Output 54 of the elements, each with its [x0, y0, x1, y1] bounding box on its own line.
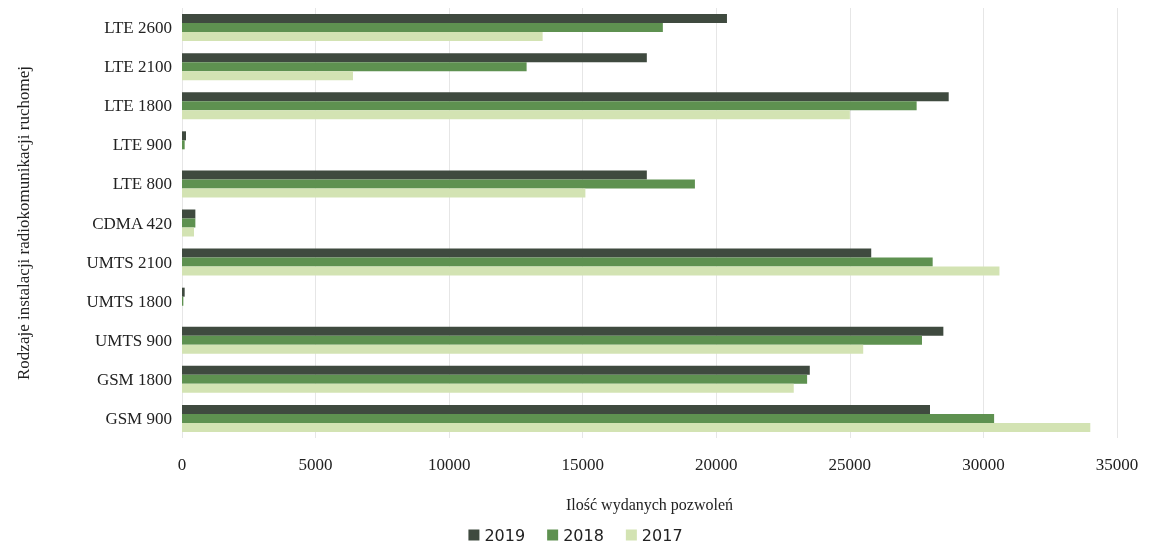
bar [182, 227, 195, 237]
bar [182, 209, 196, 219]
bar [182, 140, 185, 150]
bar [182, 131, 187, 141]
x-tick-label: 20000 [695, 455, 738, 474]
bar [182, 110, 850, 120]
bar [182, 218, 196, 228]
bar [182, 422, 1091, 432]
bar [182, 62, 527, 72]
bar [182, 404, 930, 414]
x-tick-label: 30000 [962, 455, 1005, 474]
bar [182, 326, 944, 336]
bar [182, 413, 995, 423]
bar [182, 23, 663, 33]
x-tick-label: 5000 [298, 455, 333, 474]
y-tick-label: UMTS 2100 [86, 252, 172, 272]
y-tick-label: GSM 1800 [96, 369, 172, 389]
x-tick-label: 10000 [427, 455, 471, 474]
bar [182, 266, 1000, 276]
y-tick-label: UMTS 1800 [86, 291, 172, 311]
x-tick-label: 0 [177, 455, 187, 474]
y-tick-label: LTE 2600 [104, 18, 172, 38]
y-tick-label: LTE 2100 [104, 57, 172, 77]
bar [182, 287, 185, 297]
bar [182, 32, 543, 42]
legend-label: 2019 [484, 525, 526, 545]
bar [182, 383, 794, 393]
bar [182, 53, 647, 63]
x-tick-label: 15000 [561, 455, 604, 474]
legend-label: 2017 [641, 525, 683, 545]
bar [182, 374, 808, 384]
y-tick-label: CDMA 420 [92, 213, 172, 233]
bar [182, 101, 917, 111]
y-axis-title: Rodzaje instalacji radiokomunikacji ruchomej [14, 66, 33, 380]
y-tick-label: LTE 900 [112, 135, 172, 155]
y-tick-label: LTE 1800 [104, 96, 172, 116]
bar [182, 335, 922, 345]
bar [182, 365, 810, 375]
bar [182, 188, 586, 198]
x-axis-title: Ilość wydanych pozwoleń [565, 495, 734, 514]
bar [182, 71, 353, 81]
bar [182, 14, 727, 24]
y-tick-label: GSM 900 [105, 408, 172, 428]
y-tick-label: LTE 800 [112, 174, 172, 194]
x-tick-label: 35000 [1095, 455, 1139, 474]
bar [182, 257, 933, 267]
legend-label: 2018 [563, 525, 604, 545]
y-tick-label: UMTS 900 [95, 330, 172, 350]
bar [182, 179, 695, 189]
bar [182, 92, 949, 102]
bar [182, 248, 872, 258]
x-tick-label: 25000 [828, 455, 872, 474]
bar [182, 170, 647, 180]
bar [182, 344, 864, 354]
